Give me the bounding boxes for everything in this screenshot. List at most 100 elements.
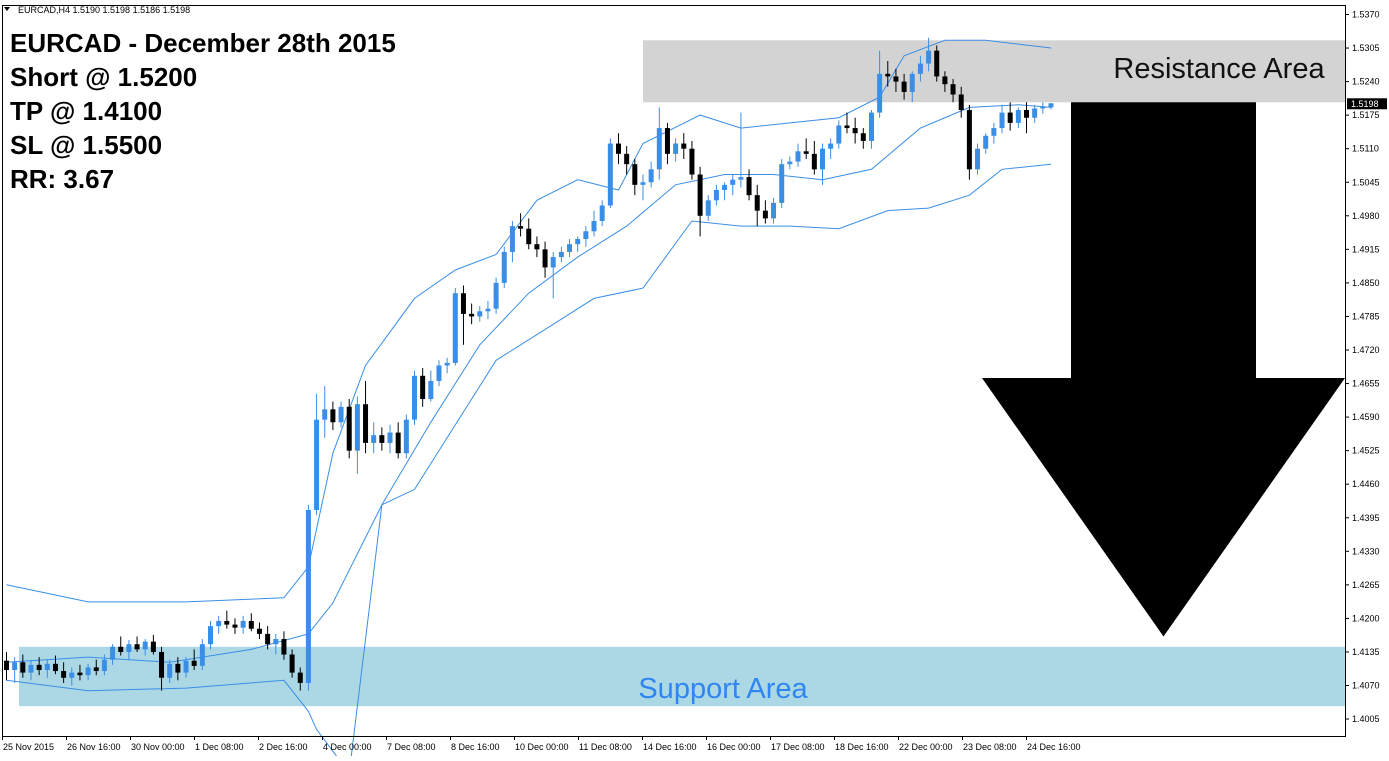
price-tick-label: 1.4460 (1352, 479, 1380, 489)
candle (346, 399, 352, 459)
candle-body (159, 651, 165, 678)
candle-body (681, 143, 687, 149)
candle (216, 615, 222, 634)
candle-body (142, 641, 148, 650)
candle-body (1015, 109, 1021, 123)
candle (436, 360, 442, 387)
candle-body (958, 94, 964, 110)
candle-body (673, 143, 679, 154)
candle-body (183, 660, 189, 673)
symbol-info: EURCAD,H4 1.5190 1.5198 1.5186 1.5198 (18, 5, 190, 15)
candle-body (216, 620, 222, 627)
candle (795, 143, 801, 167)
candle (828, 138, 834, 160)
candle-body (493, 282, 499, 309)
candle-body (852, 128, 858, 134)
candle (697, 166, 703, 237)
candle (28, 659, 34, 681)
candle (885, 60, 891, 87)
candle (999, 104, 1005, 134)
candle (191, 649, 197, 671)
candle (607, 138, 613, 209)
support-area-label: Support Area (638, 673, 808, 705)
candle (877, 50, 883, 118)
candle-body (607, 143, 613, 206)
candle (85, 663, 91, 681)
candle-body (460, 293, 466, 314)
candle-body (575, 239, 581, 245)
price-tick-label: 1.4590 (1352, 412, 1380, 422)
candle-body (485, 308, 491, 312)
candle-body (730, 179, 736, 185)
candle-body (624, 153, 630, 165)
candle (616, 133, 621, 165)
candle (787, 156, 793, 170)
candle (248, 613, 254, 632)
bollinger-lower-band (6, 163, 1052, 761)
time-tick-label: 4 Dec 00:00 (323, 742, 372, 752)
candle (852, 117, 858, 144)
price-tick-label: 1.5370 (1352, 10, 1380, 20)
candle-body (338, 406, 344, 423)
candle-body (101, 659, 107, 672)
candle-body (4, 660, 9, 671)
candle (860, 128, 866, 149)
candle (460, 285, 466, 345)
price-tick-label: 1.4200 (1352, 613, 1380, 623)
candle (224, 610, 230, 629)
candle-body (126, 644, 132, 652)
price-tick-label: 1.5175 (1352, 110, 1380, 120)
candle-body (868, 112, 874, 141)
candle (567, 239, 573, 258)
candle (354, 396, 360, 474)
candle (159, 646, 165, 691)
candle (624, 146, 630, 175)
candle (1040, 102, 1046, 114)
price-tick-label: 1.4330 (1352, 546, 1380, 556)
candle (681, 133, 687, 160)
candle (975, 143, 981, 175)
price-tick-label: 1.4980 (1352, 211, 1380, 221)
triangle-down-icon[interactable] (4, 7, 10, 11)
candle (52, 655, 58, 675)
candle (322, 386, 328, 438)
candle (909, 71, 915, 103)
price-tick-label: 1.4785 (1352, 311, 1380, 321)
candle (452, 288, 458, 366)
price-tick-label: 1.5240 (1352, 77, 1380, 87)
candle-body (518, 226, 524, 229)
time-tick-label: 22 Dec 00:00 (899, 742, 953, 752)
candle (330, 401, 336, 431)
candle (1048, 103, 1054, 110)
price-tick-label: 1.4070 (1352, 681, 1380, 691)
candle (917, 55, 923, 82)
trade-annotation-line: Short @ 1.5200 (10, 62, 197, 92)
candle (942, 71, 948, 92)
candle (509, 220, 515, 263)
time-tick-label: 7 Dec 08:00 (387, 742, 436, 752)
candle-body (860, 133, 866, 141)
candle-body (689, 148, 695, 175)
candle (20, 654, 26, 678)
candle-body (412, 375, 417, 420)
candle (640, 174, 646, 201)
candle-body (36, 664, 42, 671)
candle-body (893, 76, 899, 82)
price-tick-label: 1.4135 (1352, 647, 1380, 657)
candle (803, 138, 809, 160)
candle-body (509, 226, 515, 252)
candle-body (811, 153, 817, 170)
time-tick-label: 18 Dec 16:00 (835, 742, 889, 752)
candle-body (77, 672, 83, 676)
candle-body (1032, 108, 1038, 118)
candle (167, 659, 173, 683)
candle-body (583, 231, 589, 240)
candle (656, 107, 662, 180)
candle (134, 636, 140, 652)
candle (632, 159, 638, 196)
candle-body (836, 125, 842, 144)
candle (493, 277, 499, 314)
candle-body (550, 257, 556, 268)
candle (101, 654, 107, 676)
